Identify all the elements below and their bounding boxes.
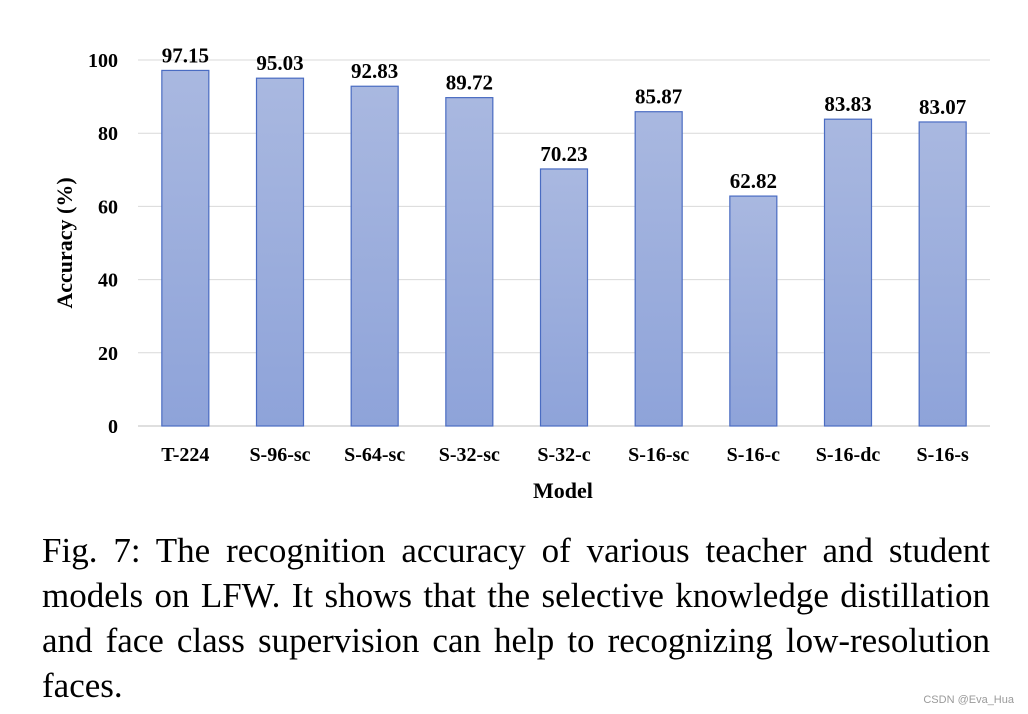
x-tick-label: S-96-sc bbox=[249, 444, 310, 466]
y-tick-label: 20 bbox=[98, 343, 118, 365]
y-tick-label: 100 bbox=[88, 50, 118, 72]
x-axis-title: Model bbox=[533, 478, 593, 503]
bar-S-16-sc bbox=[634, 111, 683, 427]
x-tick-label: S-32-c bbox=[537, 444, 590, 466]
data-labels: 97.15 95.03 92.83 89.72 70.23 85.87 62.82 83.83… bbox=[162, 43, 967, 193]
x-tick-label: S-16-s bbox=[917, 444, 969, 466]
bar-chart: 97.15 95.03 92.83 89.72 70.23 85.87 62.82 83.83… bbox=[52, 43, 990, 503]
data-label-S-16-s: 83.07 bbox=[919, 95, 966, 119]
bars bbox=[161, 69, 967, 427]
bar-S-96-sc bbox=[255, 77, 305, 427]
figure-caption: Fig. 7: The recognition accuracy of vari… bbox=[42, 531, 990, 705]
bar-S-64-sc bbox=[350, 85, 399, 427]
y-tick-label: 60 bbox=[98, 196, 118, 218]
x-tick-label: S-32-sc bbox=[439, 444, 500, 466]
x-tick-label: T-224 bbox=[161, 444, 209, 466]
data-label-S-16-sc: 85.87 bbox=[635, 85, 682, 109]
data-label-S-32-c: 70.23 bbox=[540, 142, 587, 166]
data-label-S-64-sc: 92.83 bbox=[351, 59, 398, 83]
x-tick-label: S-16-c bbox=[727, 444, 780, 466]
y-tick-label: 80 bbox=[98, 123, 118, 145]
data-label-T-224: 97.15 bbox=[162, 43, 209, 67]
x-axis-ticks: T-224 S-96-sc S-64-sc S-32-sc S-32-c S-16-sc S… bbox=[161, 444, 969, 466]
data-label-S-16-dc: 83.83 bbox=[824, 92, 871, 116]
x-tick-label: S-64-sc bbox=[344, 444, 405, 466]
data-label-S-96-sc: 95.03 bbox=[256, 51, 303, 75]
y-axis-title: Accuracy (%) bbox=[52, 177, 77, 308]
bar-S-16-dc bbox=[823, 118, 873, 427]
watermark: CSDN @Eva_Hua bbox=[923, 694, 1014, 706]
x-tick-label: S-16-dc bbox=[816, 444, 881, 466]
data-label-S-32-sc: 89.72 bbox=[446, 71, 493, 95]
y-tick-label: 40 bbox=[98, 270, 118, 292]
y-axis-ticks: 0 20 40 60 80 100 bbox=[88, 50, 118, 438]
bar-S-32-sc bbox=[445, 97, 494, 427]
data-label-S-16-c: 62.82 bbox=[730, 169, 777, 193]
bar-S-16-s bbox=[918, 121, 967, 427]
y-tick-label: 0 bbox=[108, 416, 118, 438]
bar-S-16-c bbox=[729, 195, 778, 427]
bar-T-224 bbox=[161, 69, 210, 427]
x-tick-label: S-16-sc bbox=[628, 444, 689, 466]
bar-S-32-c bbox=[539, 168, 589, 427]
